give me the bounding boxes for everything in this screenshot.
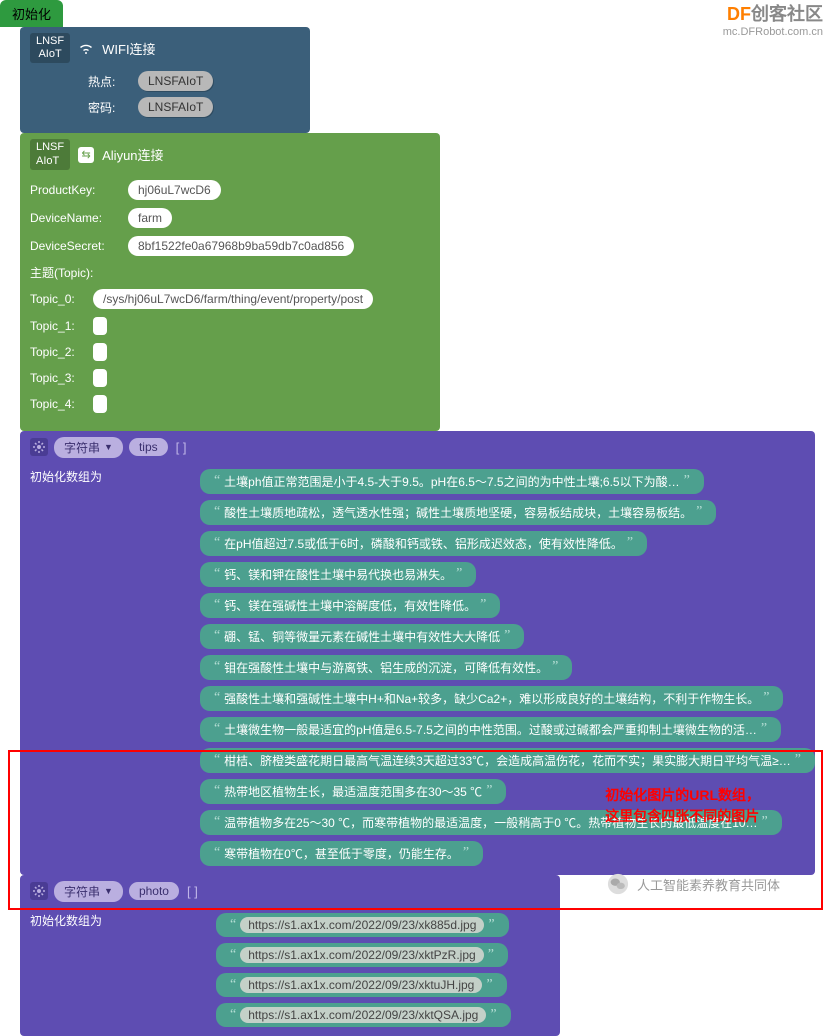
topic-row: Topic_1: (30, 317, 430, 335)
topic-label: Topic_3: (30, 371, 85, 385)
string-literal-block[interactable]: “钙、镁在强碱性土壤中溶解度低，有效性降低。” (200, 593, 500, 618)
red-annotation: 初始化图片的URL数组， 这里包含四张不同的图片 (605, 785, 760, 827)
string-literal-block[interactable]: “钼在强酸性土壤中与游离铁、铝生成的沉淀，可降低有效性。” (200, 655, 572, 680)
string-literal-block[interactable]: “酸性土壤质地疏松，透气透水性强；碱性土壤质地坚硬，容易板结成块，土壤容易板结。… (200, 500, 716, 525)
topic-label: Topic_2: (30, 345, 85, 359)
init-array-label: 初始化数组为 (30, 464, 194, 485)
productkey-label: ProductKey: (30, 183, 120, 197)
topic-label: Topic_0: (30, 292, 85, 306)
var-name-pill[interactable]: photo (129, 882, 179, 900)
devicesecret-label: DeviceSecret: (30, 239, 120, 253)
brackets: [ ] (174, 440, 189, 455)
string-literal-block[interactable]: “https://s1.ax1x.com/2022/09/23/xk885d.j… (216, 913, 509, 937)
productkey-value[interactable]: hj06uL7wcD6 (128, 180, 221, 200)
photo-array-block[interactable]: 字符串 ▼ photo [ ] 初始化数组为 “https://s1.ax1x.… (20, 875, 560, 1036)
string-literal-block[interactable]: “寒带植物在0℃，甚至低于零度，仍能生存。” (200, 841, 483, 866)
type-dropdown[interactable]: 字符串 ▼ (54, 437, 123, 458)
topic-header: 主题(Topic): (30, 264, 430, 281)
string-literal-block[interactable]: “土壤ph值正常范围是小于4.5-大于9.5。pH在6.5～7.5之间的为中性土… (200, 469, 704, 494)
wechat-icon (607, 873, 629, 895)
topic-empty-slot[interactable] (93, 395, 107, 413)
topic-empty-slot[interactable] (93, 317, 107, 335)
wifi-hotspot-label: 热点: (88, 73, 128, 90)
topic-row: Topic_3: (30, 369, 430, 387)
string-literal-block[interactable]: “https://s1.ax1x.com/2022/09/23/xktuJH.j… (216, 973, 507, 997)
footer-text: 人工智能素养教育共同体 (637, 875, 780, 894)
brackets: [ ] (185, 884, 200, 899)
topic-value[interactable]: /sys/hj06uL7wcD6/farm/thing/event/proper… (93, 289, 373, 309)
aliyun-module-badge: LNSF AIoT (30, 139, 70, 169)
wifi-password-label: 密码: (88, 99, 128, 116)
topic-row: Topic_0: /sys/hj06uL7wcD6/farm/thing/even… (30, 289, 430, 309)
devicename-label: DeviceName: (30, 211, 120, 225)
string-literal-block[interactable]: “土壤微生物一般最适宜的pH值是6.5-7.5之间的中性范围。过酸或过碱都会严重… (200, 717, 781, 742)
string-literal-block[interactable]: “钙、镁和钾在酸性土壤中易代换也易淋失。” (200, 562, 476, 587)
topic-empty-slot[interactable] (93, 343, 107, 361)
chevron-down-icon: ▼ (104, 886, 113, 896)
init-array-label: 初始化数组为 (30, 908, 210, 929)
string-literal-block[interactable]: “强酸性土壤和强碱性土壤中H+和Na+较多，缺少Ca2+，难以形成良好的土壤结构… (200, 686, 783, 711)
wifi-password-value[interactable]: LNSFAIoT (138, 97, 213, 117)
link-icon: ⇆ (78, 147, 94, 163)
topic-empty-slot[interactable] (93, 369, 107, 387)
init-label: 初始化 (0, 0, 63, 27)
string-literal-block[interactable]: “柑桔、脐橙类盛花期日最高气温连续3天超过33℃，会造成高温伤花，花而不实；果实… (200, 748, 815, 773)
aliyun-block[interactable]: LNSF AIoT ⇆ Aliyun连接 ProductKey: hj06uL7… (20, 133, 440, 430)
string-literal-block[interactable]: “在pH值超过7.5或低于6时，磷酸和钙或铁、铝形成迟效态，使有效性降低。” (200, 531, 647, 556)
string-literal-block[interactable]: “硼、锰、铜等微量元素在碱性土壤中有效性大大降低” (200, 624, 524, 649)
type-dropdown[interactable]: 字符串 ▼ (54, 881, 123, 902)
wifi-hotspot-value[interactable]: LNSFAIoT (138, 71, 213, 91)
wifi-block[interactable]: LNSF AIoT WIFI连接 热点: LNSFAIoT 密码: LNSFAI… (20, 27, 310, 133)
var-name-pill[interactable]: tips (129, 438, 168, 456)
string-literal-block[interactable]: “https://s1.ax1x.com/2022/09/23/xktQSA.j… (216, 1003, 511, 1027)
aliyun-title: Aliyun连接 (102, 145, 163, 164)
chevron-down-icon: ▼ (104, 442, 113, 452)
wifi-icon (78, 42, 94, 54)
footer-watermark: 人工智能素养教育共同体 (607, 873, 780, 895)
wifi-module-badge: LNSF AIoT (30, 33, 70, 63)
gear-icon[interactable] (30, 438, 48, 456)
wifi-title: WIFI连接 (102, 39, 300, 58)
devicename-value[interactable]: farm (128, 208, 172, 228)
topic-row: Topic_4: (30, 395, 430, 413)
devicesecret-value[interactable]: 8bf1522fe0a67968b9ba59db7c0ad856 (128, 236, 354, 256)
gear-icon[interactable] (30, 882, 48, 900)
topic-label: Topic_1: (30, 319, 85, 333)
topic-row: Topic_2: (30, 343, 430, 361)
topic-label: Topic_4: (30, 397, 85, 411)
string-literal-block[interactable]: “热带地区植物生长，最适温度范围多在30～35 ℃” (200, 779, 506, 804)
string-literal-block[interactable]: “https://s1.ax1x.com/2022/09/23/xktPzR.j… (216, 943, 508, 967)
